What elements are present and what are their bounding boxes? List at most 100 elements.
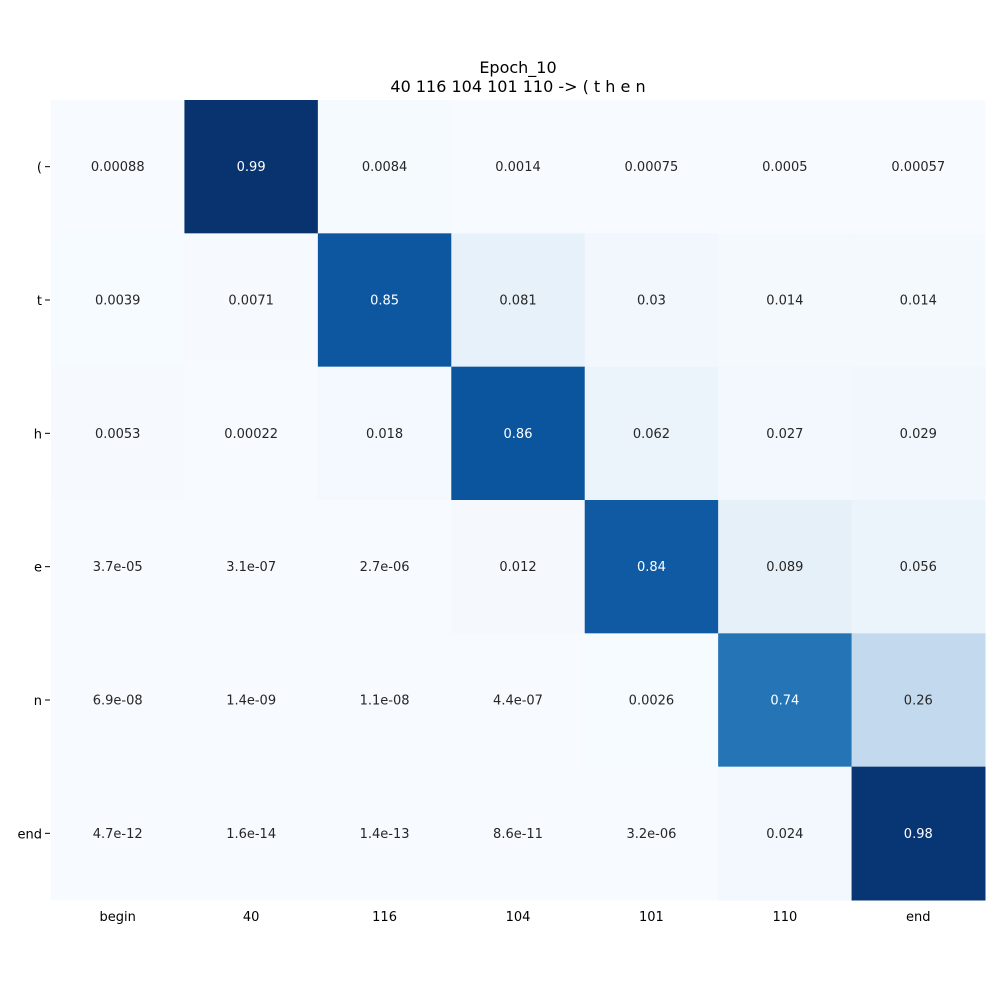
x-axis: begin 40 116 104 101 110 end <box>100 910 931 925</box>
heatmap-cell <box>317 366 452 501</box>
heatmap-cell-value: 0.0071 <box>228 294 274 309</box>
heatmap-cell <box>584 233 719 368</box>
heatmap-cell <box>184 766 319 901</box>
heatmap-cell <box>317 633 452 768</box>
chart-subtitle: 40 116 104 101 110 -> ( t h e n <box>390 77 645 96</box>
heatmap-cell-value: 0.0014 <box>495 160 541 175</box>
heatmap-cell-value: 0.00022 <box>224 427 278 442</box>
heatmap-cell <box>451 366 586 501</box>
heatmap-cell <box>451 233 586 368</box>
heatmap-cell <box>584 500 719 634</box>
heatmap-cell-value: 0.081 <box>499 294 536 309</box>
heatmap-cell-value: 0.062 <box>633 427 670 442</box>
heatmap-cell-value: 0.014 <box>900 294 937 309</box>
x-tick-label: 110 <box>772 910 797 925</box>
heatmap-cell <box>584 766 719 901</box>
heatmap-cell-value: 6.9e-08 <box>93 694 143 709</box>
heatmap-cell <box>584 366 719 501</box>
heatmap-cell <box>51 233 185 368</box>
heatmap-cell <box>317 766 452 901</box>
heatmap-cell <box>317 233 452 368</box>
heatmap-cell <box>718 100 853 234</box>
heatmap-cell-value: 1.4e-09 <box>226 694 276 709</box>
heatmap-cell-value: 0.0084 <box>362 160 408 175</box>
x-tick-label: 101 <box>639 910 664 925</box>
heatmap-cell <box>718 233 853 368</box>
heatmap-cell-value: 0.00075 <box>625 160 679 175</box>
heatmap-cell-value: 0.018 <box>366 427 403 442</box>
x-tick-label: 104 <box>506 910 531 925</box>
heatmap-cell-value: 1.4e-13 <box>360 827 410 842</box>
heatmap-cell <box>718 500 853 634</box>
heatmap-cell-value: 0.0005 <box>762 160 808 175</box>
x-tick-label: 40 <box>243 910 260 925</box>
heatmap-cell-value: 0.027 <box>766 427 803 442</box>
heatmap-cell-value: 0.0026 <box>629 694 675 709</box>
heatmap-cell-value: 8.6e-11 <box>493 827 543 842</box>
heatmap-cell-value: 3.2e-06 <box>626 827 676 842</box>
y-tick-label: ( <box>37 161 42 176</box>
heatmap-cell-value: 4.7e-12 <box>93 827 143 842</box>
heatmap-cell <box>451 633 586 768</box>
heatmap-cells <box>51 100 986 901</box>
heatmap-cell-value: 0.26 <box>904 694 933 709</box>
heatmap-cell-value: 0.74 <box>770 694 799 709</box>
heatmap-cell <box>317 500 452 634</box>
y-tick-label: n <box>34 694 42 709</box>
heatmap-cell-value: 4.4e-07 <box>493 694 543 709</box>
heatmap-cell <box>184 500 319 634</box>
chart-title: Epoch_10 <box>479 58 556 78</box>
heatmap-cell-value: 0.86 <box>504 427 533 442</box>
heatmap-cell-value: 1.1e-08 <box>360 694 410 709</box>
heatmap-cell <box>851 766 986 901</box>
heatmap-cell-value: 0.029 <box>900 427 937 442</box>
x-tick-label: end <box>906 910 931 925</box>
heatmap-cell-value: 3.7e-05 <box>93 560 143 575</box>
y-tick-label: end <box>18 827 43 842</box>
heatmap-cell-value: 2.7e-06 <box>360 560 410 575</box>
heatmap-cell-value: 0.99 <box>237 160 266 175</box>
heatmap-cell-value: 0.85 <box>370 294 399 309</box>
heatmap-cell <box>718 766 853 901</box>
heatmap-cell <box>51 366 185 501</box>
heatmap-cell-value: 0.0053 <box>95 427 141 442</box>
y-tick-label: h <box>34 427 42 442</box>
heatmap-cell-value: 0.012 <box>499 560 536 575</box>
heatmap-cell <box>584 100 719 234</box>
heatmap-cell-value: 0.0039 <box>95 294 141 309</box>
heatmap-cell <box>584 633 719 768</box>
heatmap-cell <box>51 100 185 234</box>
heatmap-cell <box>851 500 986 634</box>
heatmap-cell <box>184 366 319 501</box>
heatmap-cell-value: 0.03 <box>637 294 666 309</box>
heatmap-cell-value: 0.089 <box>766 560 803 575</box>
heatmap-cell-value: 0.98 <box>904 827 933 842</box>
x-tick-label: begin <box>100 910 136 925</box>
heatmap-cell <box>51 766 185 901</box>
heatmap-cell <box>184 633 319 768</box>
heatmap-cell-value: 0.056 <box>900 560 937 575</box>
heatmap-cell-value: 0.014 <box>766 294 803 309</box>
y-axis: ( t h e n end <box>18 161 50 842</box>
heatmap-cell <box>451 100 586 234</box>
heatmap-cell <box>718 633 853 768</box>
heatmap-cell-value: 0.84 <box>637 560 666 575</box>
heatmap-cell-value: 0.00057 <box>891 160 945 175</box>
heatmap-cell <box>51 500 185 634</box>
heatmap-cell <box>451 766 586 901</box>
heatmap-cell <box>184 233 319 368</box>
heatmap-cell <box>451 500 586 634</box>
heatmap-cell-value: 3.1e-07 <box>226 560 276 575</box>
heatmap-cell <box>851 233 986 368</box>
heatmap-cell <box>851 100 986 234</box>
y-tick-label: e <box>34 561 42 576</box>
heatmap-cell-value: 0.024 <box>766 827 803 842</box>
heatmap-cell <box>718 366 853 501</box>
heatmap-cell <box>851 366 986 501</box>
heatmap-cell <box>184 100 319 234</box>
heatmap-cell <box>51 633 185 768</box>
y-tick-label: t <box>37 294 42 309</box>
heatmap-cell-value: 1.6e-14 <box>226 827 276 842</box>
heatmap-cell-value: 0.00088 <box>91 160 145 175</box>
